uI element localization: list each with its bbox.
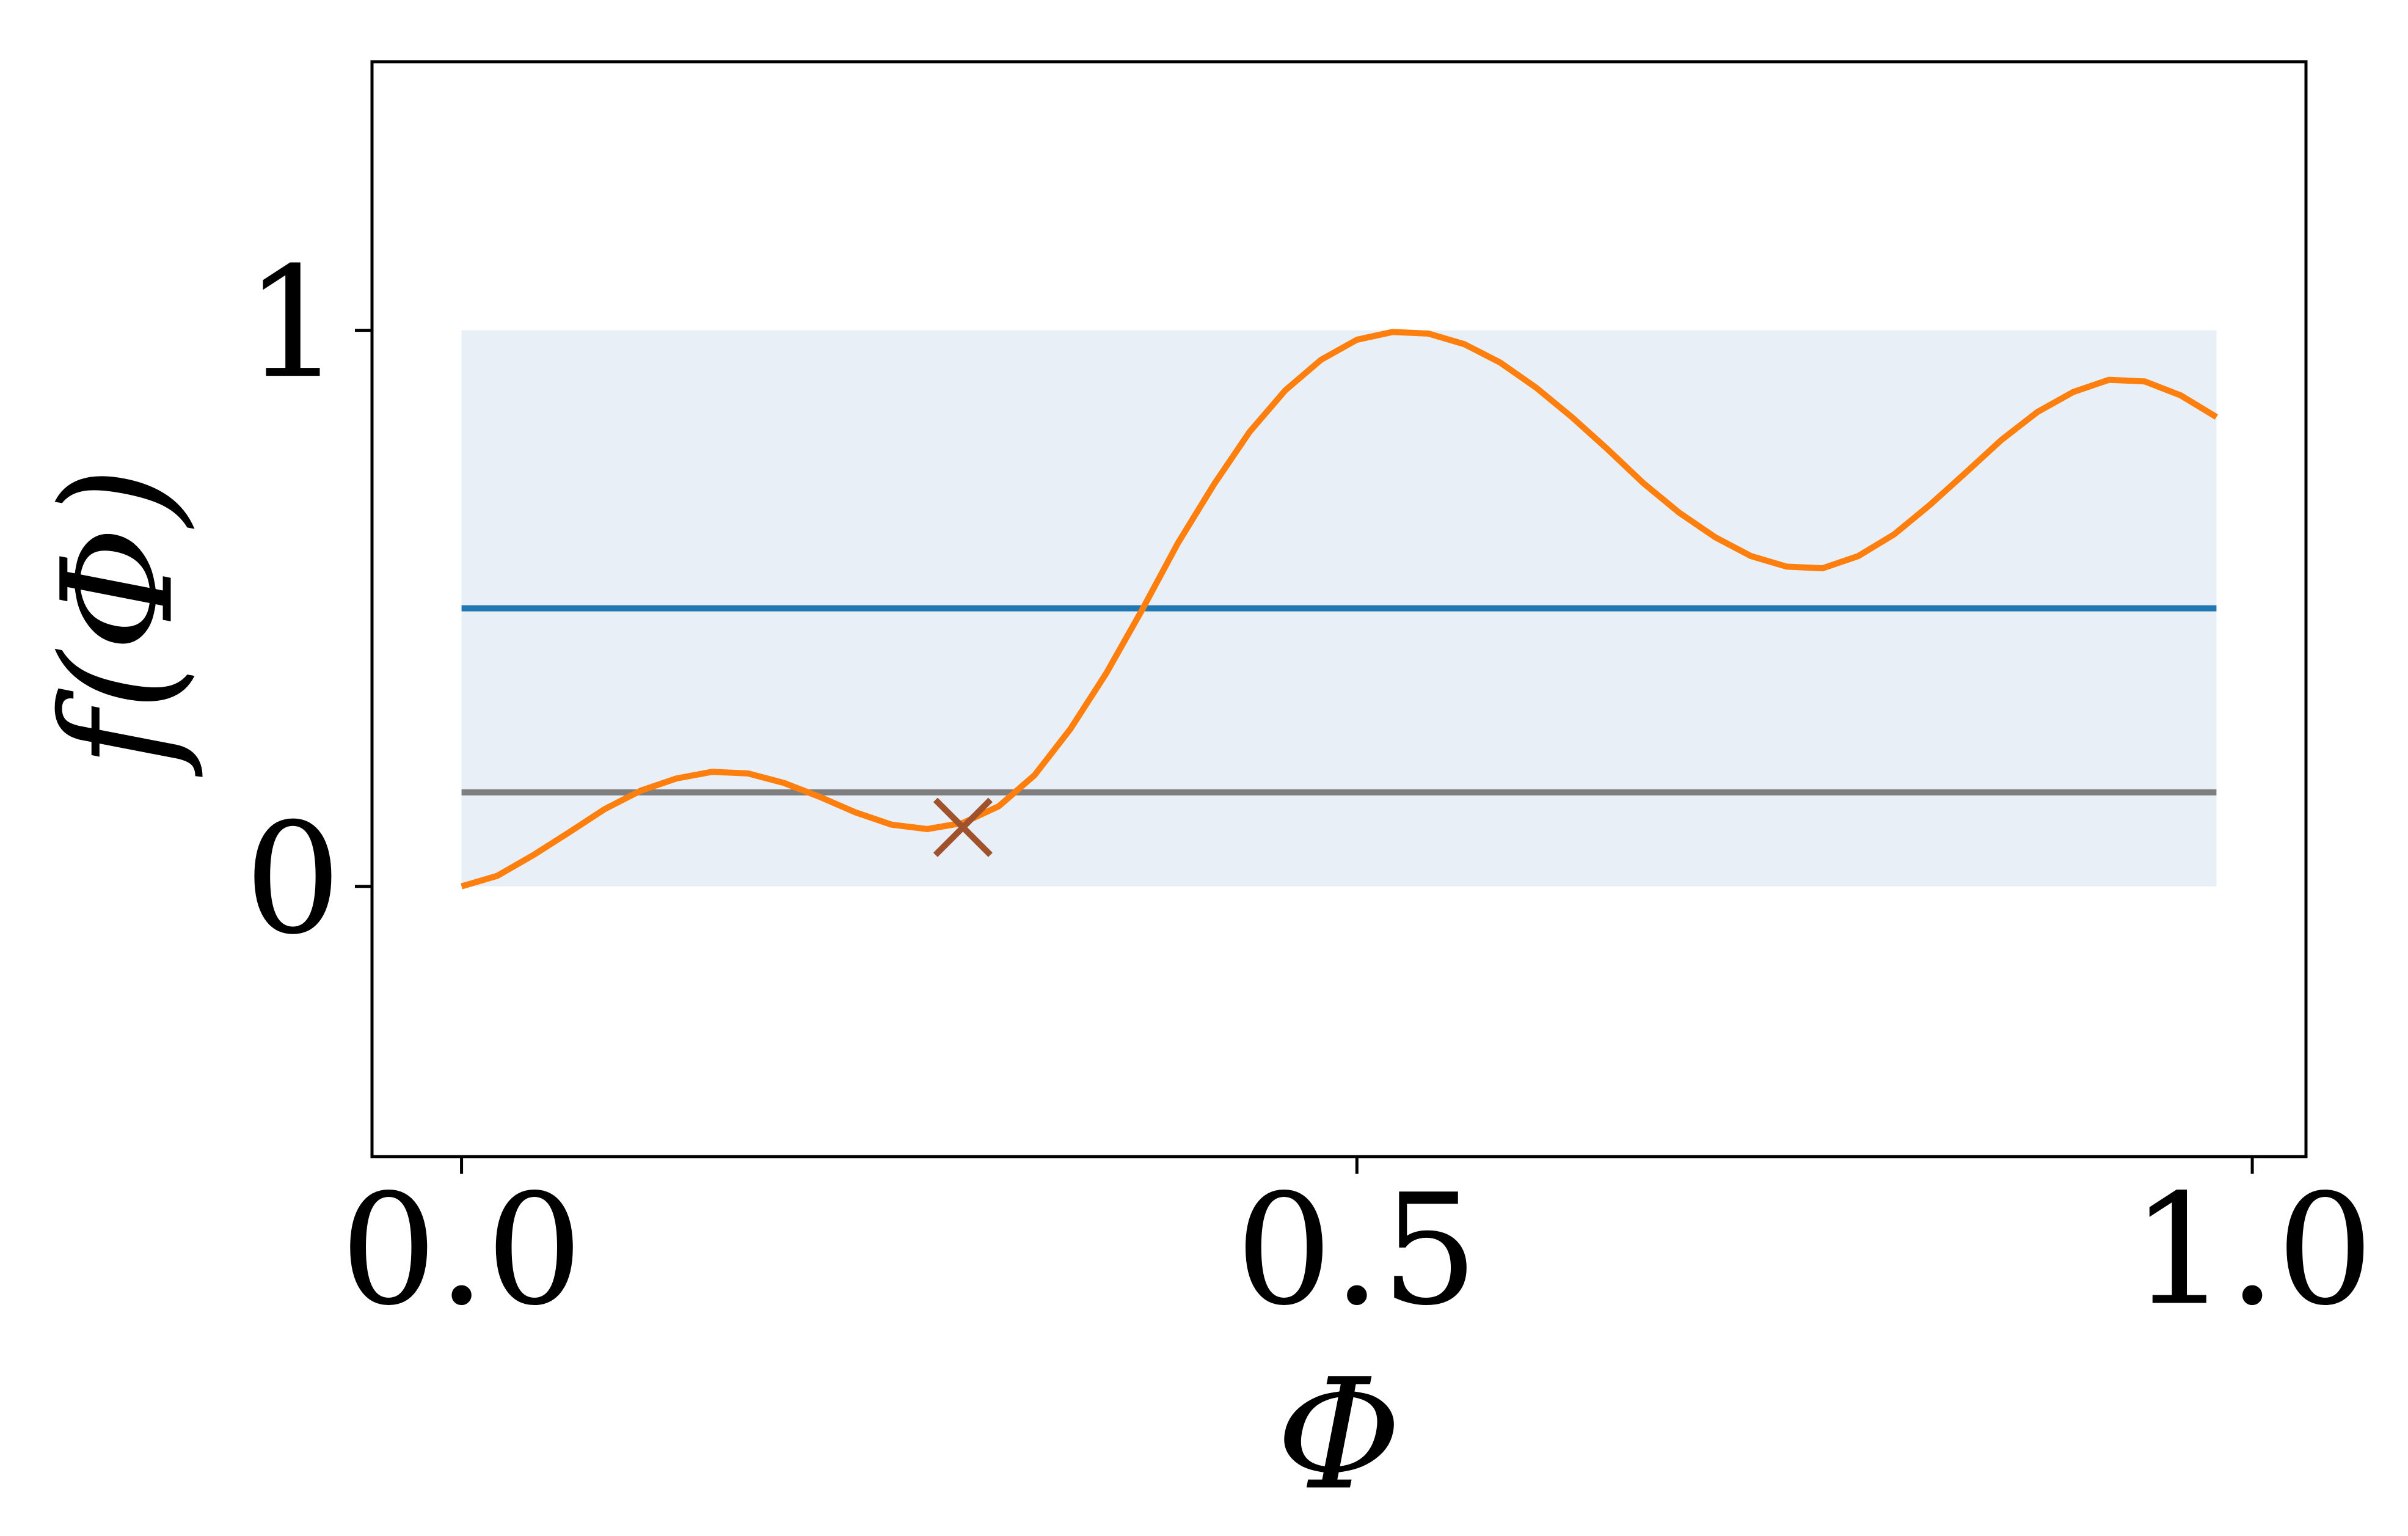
x-axis-label: Φ [1277,1346,1402,1524]
y-axis-label: f(Φ) [29,467,207,778]
plot-frame [370,60,2308,1158]
y-tick-label: 0 [244,790,341,968]
x-tick-label: 0.0 [340,1161,583,1339]
y-tick-label: 1 [244,234,341,412]
x-tick-label: 1.0 [2131,1161,2374,1339]
data-line [461,329,2219,890]
x-tick-label: 0.5 [1236,1161,1479,1339]
x-marker [933,797,993,857]
x-marker-stroke [933,797,993,857]
